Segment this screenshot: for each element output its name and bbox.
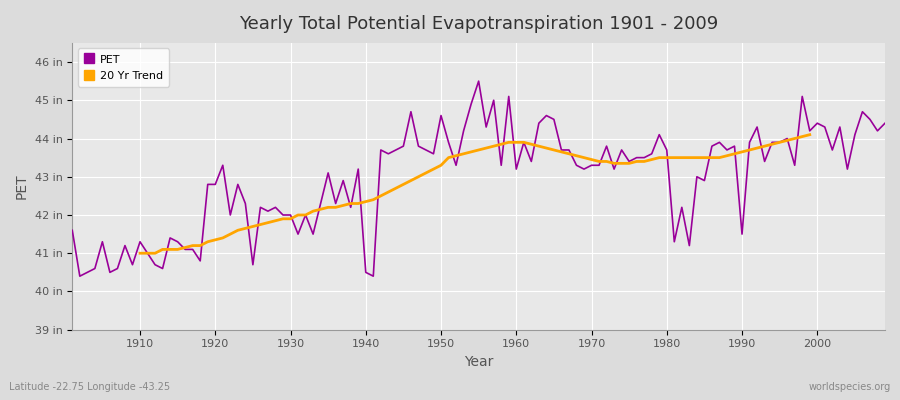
PET [526,159,536,164]
Line: 20 Yr Trend: 20 Yr Trend [140,135,810,253]
20 Yr Trend [774,140,785,145]
20 Yr Trend [338,203,348,208]
Title: Yearly Total Potential Evapotranspiration 1901 - 2009: Yearly Total Potential Evapotranspiratio… [239,15,718,33]
20 Yr Trend [135,251,146,256]
PET [135,239,146,244]
Text: Latitude -22.75 Longitude -43.25: Latitude -22.75 Longitude -43.25 [9,382,170,392]
Y-axis label: PET: PET [15,174,29,199]
Text: worldspecies.org: worldspecies.org [809,382,891,392]
PET [75,274,86,278]
20 Yr Trend [691,155,702,160]
PET [67,228,77,233]
Legend: PET, 20 Yr Trend: PET, 20 Yr Trend [77,48,168,87]
PET [616,148,627,152]
PET [301,212,311,217]
20 Yr Trend [601,159,612,164]
20 Yr Trend [805,132,815,137]
20 Yr Trend [225,232,236,236]
PET [518,140,529,145]
PET [346,205,356,210]
Line: PET: PET [72,81,885,276]
20 Yr Trend [706,155,717,160]
X-axis label: Year: Year [464,355,493,369]
PET [879,121,890,126]
PET [473,79,484,84]
